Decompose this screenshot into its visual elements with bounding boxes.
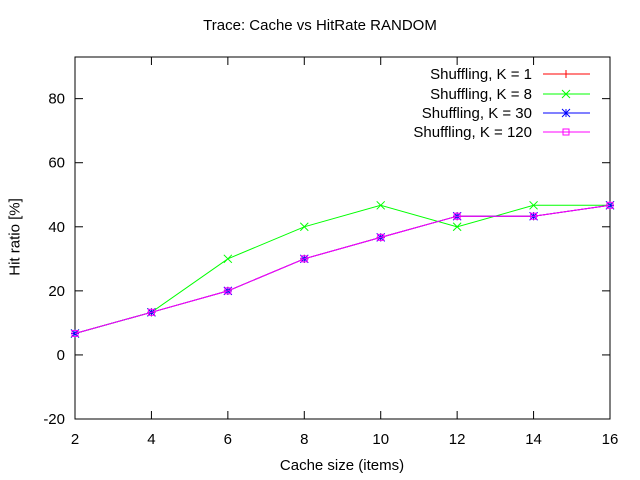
x-tick-label: 2 bbox=[71, 431, 79, 448]
series-1 bbox=[71, 201, 614, 338]
data-point bbox=[71, 329, 79, 337]
x-tick-label: 4 bbox=[147, 431, 155, 448]
y-tick-label: 20 bbox=[48, 283, 65, 300]
data-point bbox=[377, 233, 385, 241]
data-point bbox=[529, 200, 538, 210]
series-3 bbox=[70, 200, 615, 338]
legend-marker bbox=[561, 89, 571, 99]
legend-label: Shuffling, K = 120 bbox=[413, 124, 532, 141]
legend-entry: Shuffling, K = 120 bbox=[413, 124, 590, 141]
legend-marker bbox=[562, 128, 570, 136]
x-tick-label: 16 bbox=[602, 431, 619, 448]
data-point bbox=[299, 222, 309, 232]
legend-label: Shuffling, K = 1 bbox=[430, 66, 532, 83]
x-tick-label: 8 bbox=[300, 431, 308, 448]
x-axis-label: Cache size (items) bbox=[279, 457, 405, 474]
data-point bbox=[224, 287, 232, 295]
y-tick-label: -20 bbox=[43, 411, 65, 428]
x-tick-label: 10 bbox=[372, 431, 389, 448]
data-point bbox=[452, 222, 462, 232]
y-tick-label: 80 bbox=[48, 91, 65, 108]
legend-entry: Shuffling, K = 8 bbox=[430, 86, 590, 103]
x-tick-label: 12 bbox=[449, 431, 466, 448]
legend-entry: Shuffling, K = 30 bbox=[422, 105, 590, 122]
series-4 bbox=[71, 201, 614, 337]
data-point bbox=[606, 201, 614, 209]
series-line bbox=[74, 204, 610, 334]
y-tick-label: 40 bbox=[48, 219, 65, 236]
y-tick-label: 60 bbox=[48, 155, 65, 172]
data-point bbox=[223, 254, 233, 264]
y-tick-label: 0 bbox=[57, 347, 65, 364]
data-point bbox=[376, 200, 386, 210]
chart-title: Trace: Cache vs HitRate RANDOM bbox=[203, 17, 437, 34]
data-point bbox=[453, 212, 461, 220]
legend-label: Shuffling, K = 30 bbox=[422, 105, 532, 122]
series-line bbox=[74, 204, 611, 334]
x-tick-label: 6 bbox=[224, 431, 232, 448]
data-point bbox=[530, 212, 538, 220]
legend-entry: Shuffling, K = 1 bbox=[430, 66, 590, 83]
series-line bbox=[74, 204, 611, 334]
legend-marker bbox=[561, 108, 571, 118]
y-axis-label: Hit ratio [%] bbox=[6, 198, 24, 276]
series-line bbox=[74, 204, 611, 334]
series-2 bbox=[70, 200, 615, 338]
legend-label: Shuffling, K = 8 bbox=[430, 86, 532, 103]
data-point bbox=[300, 255, 308, 263]
x-tick-label: 14 bbox=[525, 431, 542, 448]
data-point bbox=[147, 308, 155, 316]
plot-frame bbox=[74, 56, 611, 420]
